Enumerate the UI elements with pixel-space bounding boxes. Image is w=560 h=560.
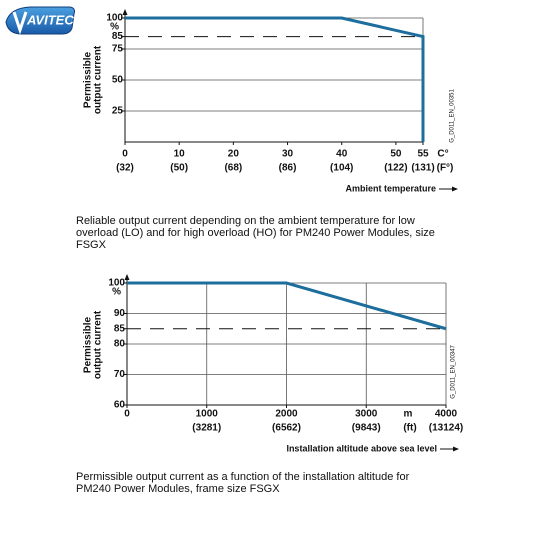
x-tick-label: 55 [417, 149, 429, 160]
x-tick-sublabel: (104) [330, 163, 353, 174]
y-axis-arrow [122, 9, 128, 15]
x-unit: (F°) [437, 163, 454, 174]
y-tick-label: 70 [114, 369, 126, 380]
figure-code: G_D011_EN_00347 [451, 345, 457, 399]
caption: Reliable output current depending on the… [76, 215, 415, 227]
y-tick-label: 90 [114, 308, 126, 319]
x-unit: m [404, 409, 413, 420]
logo: AVITEC [5, 6, 75, 35]
x-tick-sublabel: (50) [170, 163, 188, 174]
series-line [127, 281, 447, 331]
x-tick-label: 0 [124, 409, 130, 420]
x-tick-label: 2000 [275, 409, 298, 420]
x-tick-sublabel: (13124) [429, 423, 463, 434]
x-tick-label: 0 [122, 149, 128, 160]
y-tick-label: 100 [108, 278, 125, 289]
x-tick-label: 10 [174, 149, 186, 160]
logo-text: AVITEC [26, 12, 74, 27]
y-tick-label: 60 [114, 400, 126, 411]
y-tick-label: 50 [112, 75, 124, 86]
y-tick-label: 75 [112, 44, 124, 55]
y-tick-label: 80 [114, 339, 126, 350]
y-tick-label: 85 [112, 31, 124, 42]
y-axis-label: Permissible [83, 51, 94, 108]
y-axis-label: output current [93, 45, 104, 114]
x-tick-sublabel: (32) [116, 163, 134, 174]
caption: FSGX [76, 239, 107, 251]
x-axis-label: Installation altitude above sea level [286, 443, 437, 453]
x-tick-sublabel: (122) [384, 163, 407, 174]
x-tick-label: 30 [282, 149, 294, 160]
x-unit: C° [437, 149, 448, 160]
x-tick-label: 1000 [196, 409, 219, 420]
x-unit: (ft) [403, 423, 416, 434]
x-tick-sublabel: (131) [411, 163, 434, 174]
x-tick-sublabel: (3281) [192, 423, 221, 434]
x-tick-label: 40 [336, 149, 348, 160]
x-tick-sublabel: (86) [279, 163, 297, 174]
caption: Permissible output current as a function… [76, 471, 410, 483]
x-tick-label: 20 [228, 149, 240, 160]
caption: PM240 Power Modules, frame size FSGX [76, 483, 280, 495]
y-unit: % [112, 287, 121, 298]
x-tick-label: 50 [390, 149, 402, 160]
y-axis-label: output current [93, 310, 104, 379]
x-tick-label: 4000 [435, 409, 458, 420]
x-label-arrowhead [453, 446, 459, 452]
series-line [125, 16, 425, 142]
x-label-arrowhead [452, 186, 458, 192]
figure-code: G_D011_EN_00351 [450, 89, 456, 143]
caption: overload (LO) and for high overload (HO)… [76, 227, 435, 239]
x-tick-sublabel: (9843) [352, 423, 381, 434]
y-tick-label: 100 [106, 13, 123, 24]
y-tick-label: 25 [112, 106, 124, 117]
y-tick-label: 85 [114, 323, 126, 334]
y-axis-arrow [124, 274, 130, 280]
x-axis-label: Ambient temperature [345, 183, 436, 193]
x-tick-sublabel: (68) [224, 163, 242, 174]
y-axis-label: Permissible [83, 316, 94, 373]
x-tick-sublabel: (6562) [272, 423, 301, 434]
x-tick-label: 3000 [355, 409, 378, 420]
y-unit: % [110, 22, 119, 33]
